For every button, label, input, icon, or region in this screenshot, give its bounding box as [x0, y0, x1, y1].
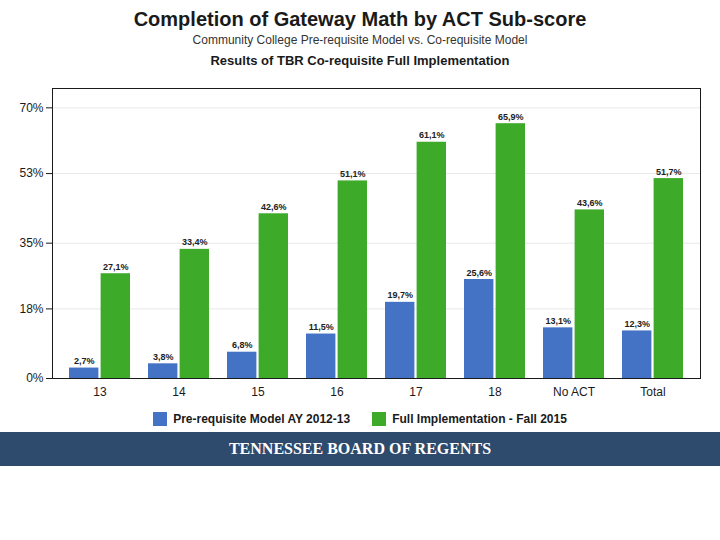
svg-text:42,6%: 42,6% [261, 202, 287, 212]
svg-text:51,7%: 51,7% [656, 167, 682, 177]
svg-text:3,8%: 3,8% [153, 352, 174, 362]
svg-text:13: 13 [93, 385, 107, 399]
html-text:Results of TBR Co-requisite Fu: Results of TBR Co-requisite Full Impleme… [210, 53, 510, 68]
svg-text:18: 18 [488, 385, 502, 399]
html-text:Pre-requisite Model AY 2012-13: Pre-requisite Model AY 2012-13 [173, 412, 351, 426]
svg-text:No ACT: No ACT [553, 385, 596, 399]
html-text:Completion of Gateway Math by: Completion of Gateway Math by ACT Sub-sc… [133, 8, 587, 30]
svg-text:18%: 18% [19, 302, 43, 316]
html-text:Full Implementation - Fall 201: Full Implementation - Fall 2015 [392, 412, 567, 426]
svg-text:2,7%: 2,7% [74, 356, 95, 366]
svg-text:14: 14 [172, 385, 186, 399]
svg-text:70%: 70% [19, 101, 43, 115]
svg-text:33,4%: 33,4% [182, 237, 208, 247]
svg-text:12,3%: 12,3% [624, 319, 650, 329]
svg-text:6,8%: 6,8% [232, 340, 253, 350]
svg-text:25,6%: 25,6% [466, 268, 492, 278]
html-text:Community College Pre-requisit: Community College Pre-requisite Model vs… [192, 33, 528, 47]
svg-text:51,1%: 51,1% [340, 169, 366, 179]
svg-text:13,1%: 13,1% [545, 316, 571, 326]
html-text:TENNESSEE BOARD OF REGENTS: TENNESSEE BOARD OF REGENTS [228, 440, 492, 457]
svg-text:19,7%: 19,7% [387, 290, 413, 300]
svg-text:65,9%: 65,9% [498, 112, 524, 122]
svg-text:35%: 35% [19, 236, 43, 250]
svg-text:61,1%: 61,1% [419, 130, 445, 140]
svg-text:27,1%: 27,1% [103, 262, 129, 272]
svg-text:43,6%: 43,6% [577, 198, 603, 208]
svg-text:53%: 53% [19, 166, 43, 180]
svg-text:Total: Total [640, 385, 665, 399]
svg-text:17: 17 [409, 385, 423, 399]
svg-text:11,5%: 11,5% [309, 322, 334, 332]
svg-text:0%: 0% [26, 371, 44, 385]
svg-text:16: 16 [330, 385, 344, 399]
svg-text:15: 15 [251, 385, 265, 399]
